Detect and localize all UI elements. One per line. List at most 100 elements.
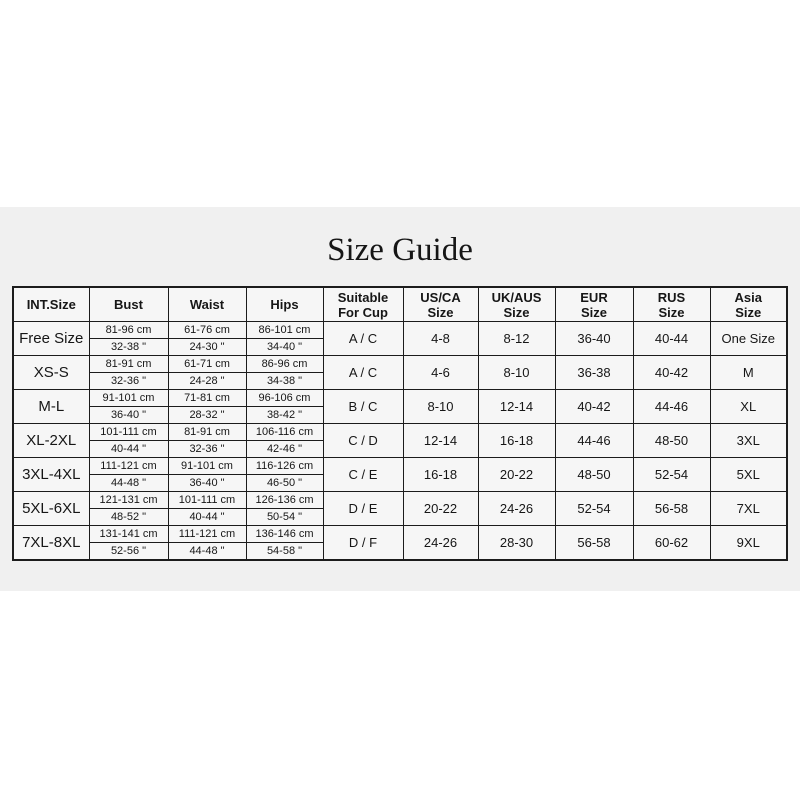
- bust-cm-cell: 81-91 cm: [88, 355, 169, 373]
- hips-cm-cell: 86-96 cm: [245, 355, 324, 373]
- bust-cm-cell: 111-121 cm: [88, 457, 169, 475]
- usca-cell: 16-18: [402, 457, 479, 492]
- cup-cell: B / C: [322, 389, 404, 424]
- waist-in-cell: 44-48 ": [167, 542, 247, 561]
- rus-cell: 60-62: [632, 525, 711, 561]
- usca-cell: 4-6: [402, 355, 479, 390]
- size-label-cell: XS-S: [12, 355, 90, 390]
- rus-cell: 52-54: [632, 457, 711, 492]
- table-row: Free Size 81-96 cm 61-76 cm 86-101 cm A …: [12, 321, 788, 356]
- ukaus-cell: 8-12: [477, 321, 556, 356]
- waist-cm-cell: 81-91 cm: [167, 423, 247, 441]
- ukaus-cell: 16-18: [477, 423, 556, 458]
- bust-in-cell: 32-38 ": [88, 338, 169, 356]
- asia-cell: One Size: [709, 321, 788, 356]
- usca-cell: 24-26: [402, 525, 479, 561]
- size-guide-table: INT.Size Bust Waist Hips Suitable For Cu…: [12, 286, 788, 561]
- bust-cm-cell: 101-111 cm: [88, 423, 169, 441]
- rus-cell: 40-42: [632, 355, 711, 390]
- waist-cm-cell: 71-81 cm: [167, 389, 247, 407]
- header-bust: Bust: [88, 286, 169, 322]
- size-label-cell: XL-2XL: [12, 423, 90, 458]
- ukaus-cell: 12-14: [477, 389, 556, 424]
- hips-in-cell: 34-38 ": [245, 372, 324, 390]
- hips-cm-cell: 106-116 cm: [245, 423, 324, 441]
- table-subrow: 32-36 " 24-28 " 34-38 ": [13, 372, 787, 390]
- eur-cell: 52-54: [554, 491, 634, 526]
- table-row: 3XL-4XL 111-121 cm 91-101 cm 116-126 cm …: [12, 457, 788, 492]
- cup-cell: D / E: [322, 491, 404, 526]
- table-subrow: 52-56 " 44-48 " 54-58 ": [13, 542, 787, 561]
- size-label-cell: M-L: [12, 389, 90, 424]
- bust-in-cell: 40-44 ": [88, 440, 169, 458]
- bust-in-cell: 44-48 ": [88, 474, 169, 492]
- size-label-cell: 5XL-6XL: [12, 491, 90, 526]
- asia-cell: M: [709, 355, 788, 390]
- cup-cell: C / E: [322, 457, 404, 492]
- table-header-row: INT.Size Bust Waist Hips Suitable For Cu…: [12, 286, 788, 322]
- table-subrow: 32-38 " 24-30 " 34-40 ": [13, 338, 787, 356]
- hips-cm-cell: 136-146 cm: [245, 525, 324, 543]
- waist-cm-cell: 61-71 cm: [167, 355, 247, 373]
- waist-in-cell: 36-40 ": [167, 474, 247, 492]
- asia-cell: 9XL: [709, 525, 788, 561]
- table-row: 5XL-6XL 121-131 cm 101-111 cm 126-136 cm…: [12, 491, 788, 526]
- waist-cm-cell: 61-76 cm: [167, 321, 247, 339]
- waist-in-cell: 24-28 ": [167, 372, 247, 390]
- size-label-cell: 7XL-8XL: [12, 525, 90, 561]
- bust-cm-cell: 121-131 cm: [88, 491, 169, 509]
- eur-cell: 44-46: [554, 423, 634, 458]
- usca-cell: 20-22: [402, 491, 479, 526]
- rus-cell: 56-58: [632, 491, 711, 526]
- bust-in-cell: 52-56 ": [88, 542, 169, 561]
- cup-cell: C / D: [322, 423, 404, 458]
- waist-in-cell: 28-32 ": [167, 406, 247, 424]
- eur-cell: 48-50: [554, 457, 634, 492]
- header-suitable-cup: Suitable For Cup: [322, 286, 404, 322]
- ukaus-cell: 8-10: [477, 355, 556, 390]
- hips-in-cell: 46-50 ": [245, 474, 324, 492]
- ukaus-cell: 24-26: [477, 491, 556, 526]
- size-label-cell: 3XL-4XL: [12, 457, 90, 492]
- header-ukaus-size: UK/AUS Size: [477, 286, 556, 322]
- table-row: M-L 91-101 cm 71-81 cm 96-106 cm B / C 8…: [12, 389, 788, 424]
- hips-in-cell: 50-54 ": [245, 508, 324, 526]
- asia-cell: 5XL: [709, 457, 788, 492]
- bust-in-cell: 36-40 ": [88, 406, 169, 424]
- header-rus-size: RUS Size: [632, 286, 711, 322]
- asia-cell: 7XL: [709, 491, 788, 526]
- table-row: 7XL-8XL 131-141 cm 111-121 cm 136-146 cm…: [12, 525, 788, 561]
- usca-cell: 8-10: [402, 389, 479, 424]
- asia-cell: XL: [709, 389, 788, 424]
- hips-in-cell: 34-40 ": [245, 338, 324, 356]
- hips-in-cell: 42-46 ": [245, 440, 324, 458]
- asia-cell: 3XL: [709, 423, 788, 458]
- rus-cell: 44-46: [632, 389, 711, 424]
- header-asia-size: Asia Size: [709, 286, 788, 322]
- rus-cell: 48-50: [632, 423, 711, 458]
- size-label-cell: Free Size: [12, 321, 90, 356]
- hips-cm-cell: 116-126 cm: [245, 457, 324, 475]
- header-hips: Hips: [245, 286, 324, 322]
- cup-cell: A / C: [322, 321, 404, 356]
- header-int-size: INT.Size: [12, 286, 90, 322]
- hips-cm-cell: 86-101 cm: [245, 321, 324, 339]
- table-subrow: 44-48 " 36-40 " 46-50 ": [13, 474, 787, 492]
- eur-cell: 36-38: [554, 355, 634, 390]
- bust-cm-cell: 131-141 cm: [88, 525, 169, 543]
- waist-cm-cell: 101-111 cm: [167, 491, 247, 509]
- bust-in-cell: 48-52 ": [88, 508, 169, 526]
- table-row: XS-S 81-91 cm 61-71 cm 86-96 cm A / C 4-…: [12, 355, 788, 390]
- usca-cell: 12-14: [402, 423, 479, 458]
- eur-cell: 40-42: [554, 389, 634, 424]
- eur-cell: 36-40: [554, 321, 634, 356]
- usca-cell: 4-8: [402, 321, 479, 356]
- hips-in-cell: 38-42 ": [245, 406, 324, 424]
- cup-cell: A / C: [322, 355, 404, 390]
- hips-cm-cell: 126-136 cm: [245, 491, 324, 509]
- ukaus-cell: 28-30: [477, 525, 556, 561]
- page-title: Size Guide: [327, 232, 473, 268]
- table-subrow: 36-40 " 28-32 " 38-42 ": [13, 406, 787, 424]
- waist-cm-cell: 91-101 cm: [167, 457, 247, 475]
